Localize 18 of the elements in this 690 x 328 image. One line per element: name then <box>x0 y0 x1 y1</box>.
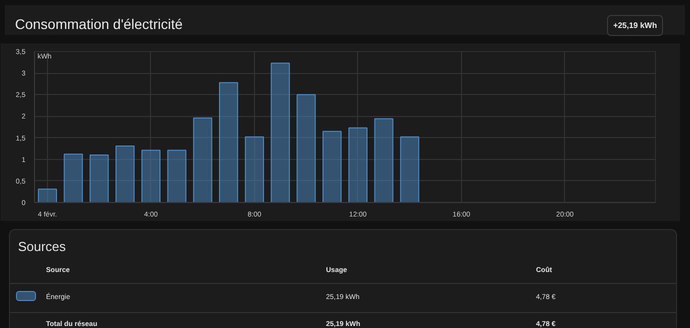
bar <box>270 62 290 202</box>
bar <box>193 117 212 202</box>
bar <box>90 154 109 202</box>
bar <box>400 136 420 202</box>
bar <box>374 118 394 202</box>
bar <box>141 150 160 202</box>
bar <box>38 188 57 202</box>
text: +25,19 kWh <box>607 15 663 36</box>
bar <box>296 94 316 202</box>
bar <box>64 154 83 202</box>
bar <box>167 150 186 202</box>
chart-title: Consommation d'électricité <box>15 15 183 34</box>
bar <box>244 136 264 202</box>
bar <box>219 82 238 202</box>
bar <box>116 145 135 202</box>
bar <box>348 127 368 202</box>
bar <box>322 130 342 202</box>
text: Sources <box>17 238 67 256</box>
